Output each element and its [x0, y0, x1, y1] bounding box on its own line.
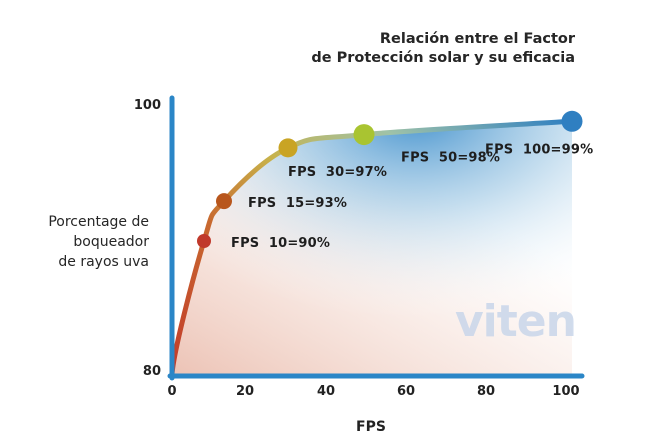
data-label: FPS 50=98% — [401, 151, 500, 166]
data-label: FPS 100=99% — [485, 142, 593, 157]
data-label: FPS 15=93% — [248, 196, 347, 211]
chart-title-line-1: Relación entre el Factor — [380, 31, 576, 47]
x-tick-label: 80 — [477, 384, 495, 399]
x-tick-label: 40 — [317, 384, 335, 399]
data-points — [197, 110, 583, 248]
series-curve — [169, 118, 575, 377]
y-tick-labels: 100 80 — [134, 98, 161, 379]
x-axis-title: FPS — [356, 419, 386, 435]
x-tick-label: 60 — [397, 384, 415, 399]
y-tick-label-100: 100 — [134, 98, 161, 113]
y-axis-title-line-3: de rayos uva — [58, 254, 149, 270]
y-axis-title: Porcentage de boqueador de rayos uva — [48, 214, 149, 270]
data-labels: FPS 10=90% FPS 15=93% FPS 30=97% FPS 50=98%… — [231, 142, 593, 251]
data-point — [197, 234, 211, 248]
chart-title-line-2: de Protección solar y su eficacia — [311, 50, 575, 66]
y-axis-title-line-1: Porcentage de — [48, 214, 149, 230]
data-point — [353, 124, 375, 146]
x-tick-label: 0 — [167, 384, 176, 399]
watermark-logo: viten — [455, 296, 576, 347]
x-tick-label: 100 — [552, 384, 579, 399]
x-tick-label: 20 — [236, 384, 254, 399]
data-label: FPS 10=90% — [231, 236, 330, 251]
data-point — [278, 138, 298, 158]
chart-title: Relación entre el Factor de Protección s… — [311, 31, 575, 66]
x-tick-labels: 0 20 40 60 80 100 — [167, 384, 579, 399]
data-point — [561, 110, 583, 132]
data-point — [216, 193, 232, 210]
data-label: FPS 30=97% — [288, 165, 387, 180]
y-axis-title-line-2: boqueador — [73, 234, 149, 250]
y-tick-label-80: 80 — [143, 364, 161, 379]
